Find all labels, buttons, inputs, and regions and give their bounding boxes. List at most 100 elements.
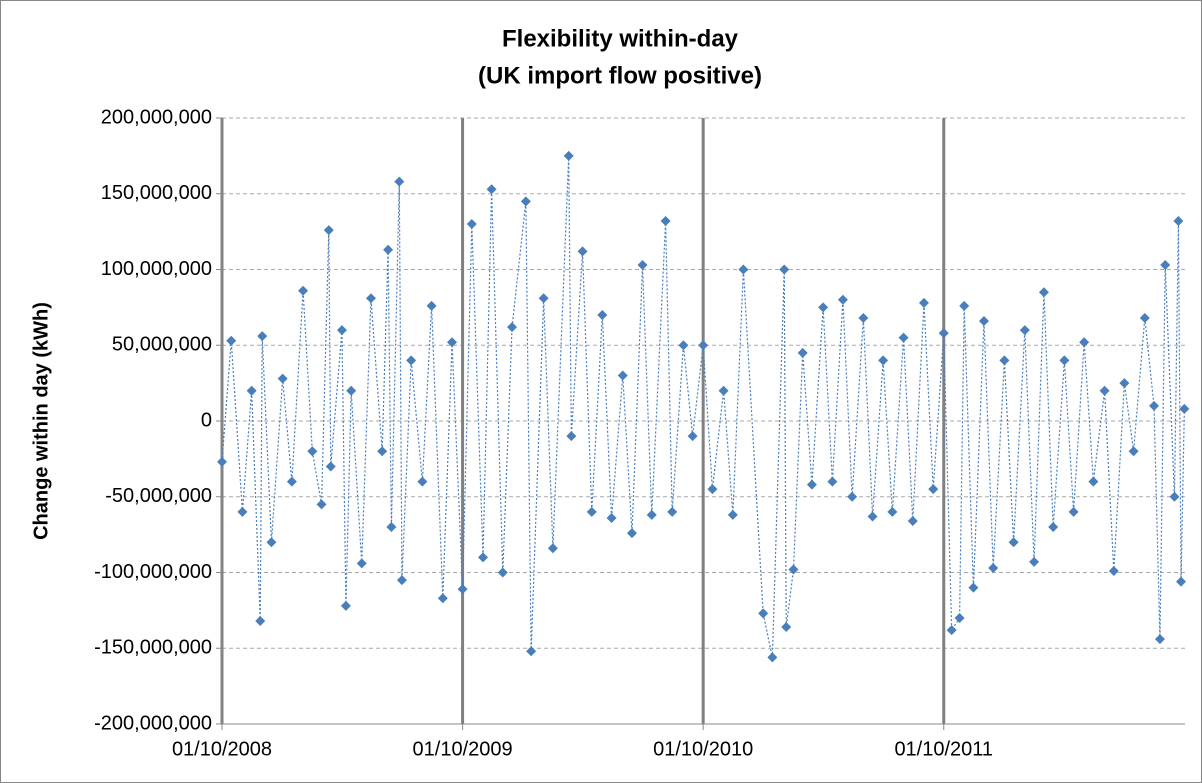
data-point (1088, 476, 1099, 487)
data-point (918, 297, 929, 308)
data-point (938, 328, 949, 339)
data-point (1179, 403, 1190, 414)
data-point (898, 332, 909, 343)
data-point (447, 337, 458, 348)
x-tick-label: 01/10/2009 (413, 738, 513, 760)
data-point (246, 385, 257, 396)
data-point (486, 184, 497, 195)
data-point (1029, 556, 1040, 567)
y-tick-label: 50,000,000 (112, 334, 212, 356)
data-point (738, 264, 749, 275)
data-point (660, 216, 671, 227)
y-axis-label: Change within day (kWh) (30, 302, 52, 540)
data-point (667, 506, 678, 517)
data-point (687, 431, 698, 442)
data-point (928, 484, 939, 495)
data-point (818, 302, 829, 313)
data-point (365, 293, 376, 304)
data-point (316, 499, 327, 510)
data-point (1079, 337, 1090, 348)
y-tick-label: -100,000,000 (94, 561, 212, 583)
data-point (257, 331, 268, 342)
data-point (266, 537, 277, 548)
data-point (406, 355, 417, 366)
data-point (497, 567, 508, 578)
data-point (1119, 378, 1130, 389)
data-point (707, 484, 718, 495)
data-point (1139, 312, 1150, 323)
data-point (1176, 576, 1187, 587)
data-point (507, 322, 518, 333)
data-point (1099, 385, 1110, 396)
data-point (1048, 522, 1059, 533)
data-point (377, 446, 388, 457)
data-point (457, 584, 468, 595)
data-point (954, 612, 965, 623)
data-point (1154, 634, 1165, 645)
data-point (237, 506, 248, 517)
data-point (999, 355, 1010, 366)
data-point (878, 355, 889, 366)
data-point (988, 562, 999, 573)
data-point (797, 347, 808, 358)
data-point (1068, 506, 1079, 517)
data-point (325, 461, 336, 472)
data-point (396, 575, 407, 586)
data-point (867, 511, 878, 522)
data-point (758, 608, 769, 619)
data-point (959, 300, 970, 311)
data-point (217, 456, 227, 467)
data-point (307, 446, 318, 457)
data-point (617, 370, 628, 381)
chart-title: Flexibility within-day (502, 25, 739, 52)
y-tick-label: 100,000,000 (101, 258, 212, 280)
data-point (255, 615, 266, 626)
chart-subtitle: (UK import flow positive) (478, 62, 762, 89)
data-point (298, 285, 309, 296)
data-point (946, 625, 957, 636)
x-tick-label: 01/10/2010 (653, 738, 753, 760)
data-point (887, 506, 898, 517)
data-point (417, 476, 428, 487)
data-point (566, 431, 577, 442)
data-point (626, 528, 637, 539)
data-point (858, 312, 869, 323)
data-point (323, 225, 334, 236)
data-point (538, 293, 549, 304)
data-point (678, 340, 689, 351)
data-point (466, 219, 477, 230)
data-point (907, 515, 918, 526)
data-point (1059, 355, 1070, 366)
data-point (788, 564, 799, 575)
data-point (478, 552, 489, 563)
y-tick-label: 150,000,000 (101, 182, 212, 204)
data-point (356, 558, 367, 569)
data-point (286, 476, 297, 487)
data-point (383, 244, 394, 255)
data-point (1128, 446, 1139, 457)
data-point (340, 600, 351, 611)
data-point (520, 196, 531, 207)
data-point (781, 622, 792, 633)
data-point (1019, 325, 1030, 336)
data-point (1008, 537, 1019, 548)
data-point (336, 325, 347, 336)
data-point (394, 176, 405, 187)
data-point (606, 512, 617, 523)
y-tick-label: 200,000,000 (101, 106, 212, 128)
data-point (226, 335, 237, 346)
data-point (1169, 491, 1180, 502)
x-tick-label: 01/10/2011 (894, 738, 993, 760)
data-point (1038, 287, 1049, 298)
data-point (547, 543, 558, 554)
data-point (437, 593, 448, 604)
data-point (837, 294, 848, 305)
data-point (277, 373, 288, 384)
data-point (1173, 216, 1184, 227)
data-point (637, 259, 648, 270)
data-point (1160, 259, 1171, 270)
data-point (718, 385, 729, 396)
